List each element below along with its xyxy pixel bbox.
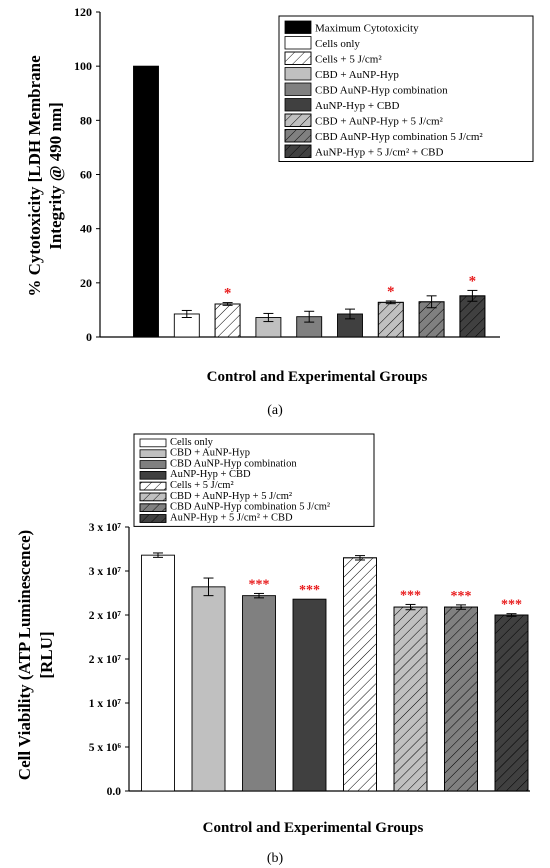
legend-swatch	[139, 470, 167, 480]
y-tick-label: 20	[80, 276, 92, 290]
panel-a-xlabel: Control and Experimental Groups	[207, 369, 428, 385]
bar-hatch	[343, 557, 377, 792]
y-tick-label: 3 x 10⁷	[89, 566, 122, 578]
legend-swatch	[284, 36, 312, 50]
legend-swatch-hatch	[284, 144, 312, 158]
legend-swatch	[284, 82, 312, 96]
panel-b-ylabel-line2: [RLU]	[37, 631, 56, 678]
legend-swatch-hatch	[139, 492, 167, 502]
legend-box	[278, 15, 534, 162]
y-tick-label: 5 x 10⁶	[89, 742, 122, 754]
panel-b-xlabel: Control and Experimental Groups	[203, 820, 424, 836]
bar	[292, 598, 327, 792]
panel-b-ylabel-line1: Cell Viability (ATP Luminescence)	[15, 530, 34, 780]
significance-marker: ***	[400, 588, 421, 603]
legend-entry-label: CBD AuNP-Hyp combination	[315, 85, 448, 97]
panel-b: Cell Viability (ATP Luminescence) [RLU] …	[15, 433, 530, 866]
legend-swatch-hatch	[284, 51, 312, 65]
bar	[191, 586, 226, 792]
legend-entry-label: CBD + AuNP-Hyp	[315, 69, 399, 81]
legend-entry-label: CBD AuNP-Hyp combination 5 J/cm²	[315, 131, 483, 143]
legend-entry-label: AuNP-Hyp + 5 J/cm² + CBD	[315, 147, 444, 159]
bar	[141, 554, 175, 792]
legend-swatch-hatch	[139, 481, 167, 491]
y-tick-label: 0	[86, 330, 92, 344]
significance-marker: ***	[299, 583, 320, 598]
bar-hatch	[377, 301, 404, 338]
legend-entry-label: Cells + 5 J/cm²	[170, 480, 234, 491]
significance-marker: *	[387, 284, 395, 300]
y-tick-label: 80	[80, 113, 92, 127]
significance-marker: ***	[451, 589, 472, 604]
bar-hatch	[459, 295, 486, 338]
y-tick-label: 100	[74, 59, 92, 73]
legend-entry-label: Cells + 5 J/cm²	[315, 54, 382, 66]
legend-swatch	[284, 20, 312, 34]
bar-hatch	[214, 303, 241, 338]
legend-swatch	[139, 449, 167, 458]
significance-marker: ***	[501, 598, 522, 613]
bar	[133, 65, 159, 338]
panel-a: % Cytotoxicity [LDH Membrane Integrity @…	[25, 5, 534, 418]
legend-entry-label: CBD + AuNP-Hyp + 5 J/cm²	[315, 116, 444, 128]
legend-swatch	[139, 438, 167, 448]
legend-entry-label: CBD AuNP-Hyp combination	[170, 458, 297, 469]
legend-entry-label: Cells only	[315, 38, 360, 50]
y-tick-label: 1 x 10⁷	[89, 698, 122, 710]
legend-entry-label: AuNP-Hyp + CBD	[170, 469, 251, 480]
bar	[242, 595, 276, 792]
legend-entry-label: AuNP-Hyp + CBD	[315, 100, 399, 112]
legend-entry-label: Maximum Cytotoxicity	[315, 23, 419, 35]
legend-swatch	[284, 98, 312, 112]
legend-entry-label: Cells only	[170, 437, 214, 448]
panel-a-ylabel-line2: Integrity @ 490 nm]	[46, 102, 65, 250]
panel-b-label: (b)	[267, 851, 284, 866]
y-tick-label: 120	[74, 5, 92, 19]
legend-swatch-hatch	[284, 113, 312, 127]
legend-entry-label: CBD AuNP-Hyp combination 5 J/cm²	[170, 502, 330, 513]
legend-entry-label: CBD + AuNP-Hyp	[170, 448, 250, 459]
significance-marker: ***	[249, 577, 270, 592]
significance-marker: *	[224, 286, 232, 302]
legend-swatch	[139, 460, 167, 469]
panel-a-ylabel-line1: % Cytotoxicity [LDH Membrane	[25, 55, 44, 297]
legend-box	[133, 433, 375, 527]
legend-swatch-hatch	[284, 129, 312, 143]
bar-hatch	[418, 301, 445, 338]
bar-hatch	[444, 606, 478, 792]
y-tick-label: 3 x 10⁷	[89, 522, 122, 534]
y-tick-label: 40	[80, 222, 92, 236]
significance-marker: *	[469, 273, 477, 289]
panel-a-label: (a)	[267, 403, 283, 418]
legend-entry-label: CBD + AuNP-Hyp + 5 J/cm²	[170, 491, 292, 502]
y-tick-label: 0.0	[107, 786, 122, 798]
legend-swatch-hatch	[139, 514, 167, 523]
legend-swatch-hatch	[139, 503, 167, 512]
bar-hatch	[393, 606, 428, 792]
panel-a-legend: Maximum Cytotoxicity Cells only Cells + 5 …	[278, 15, 534, 162]
legend-swatch	[284, 67, 312, 81]
y-tick-label: 2 x 10⁷	[89, 610, 122, 622]
legend-entry-label: AuNP-Hyp + 5 J/cm² + CBD	[170, 512, 293, 523]
y-tick-label: 60	[80, 168, 92, 182]
bar-hatch	[494, 614, 529, 792]
y-tick-label: 2 x 10⁷	[89, 654, 122, 666]
